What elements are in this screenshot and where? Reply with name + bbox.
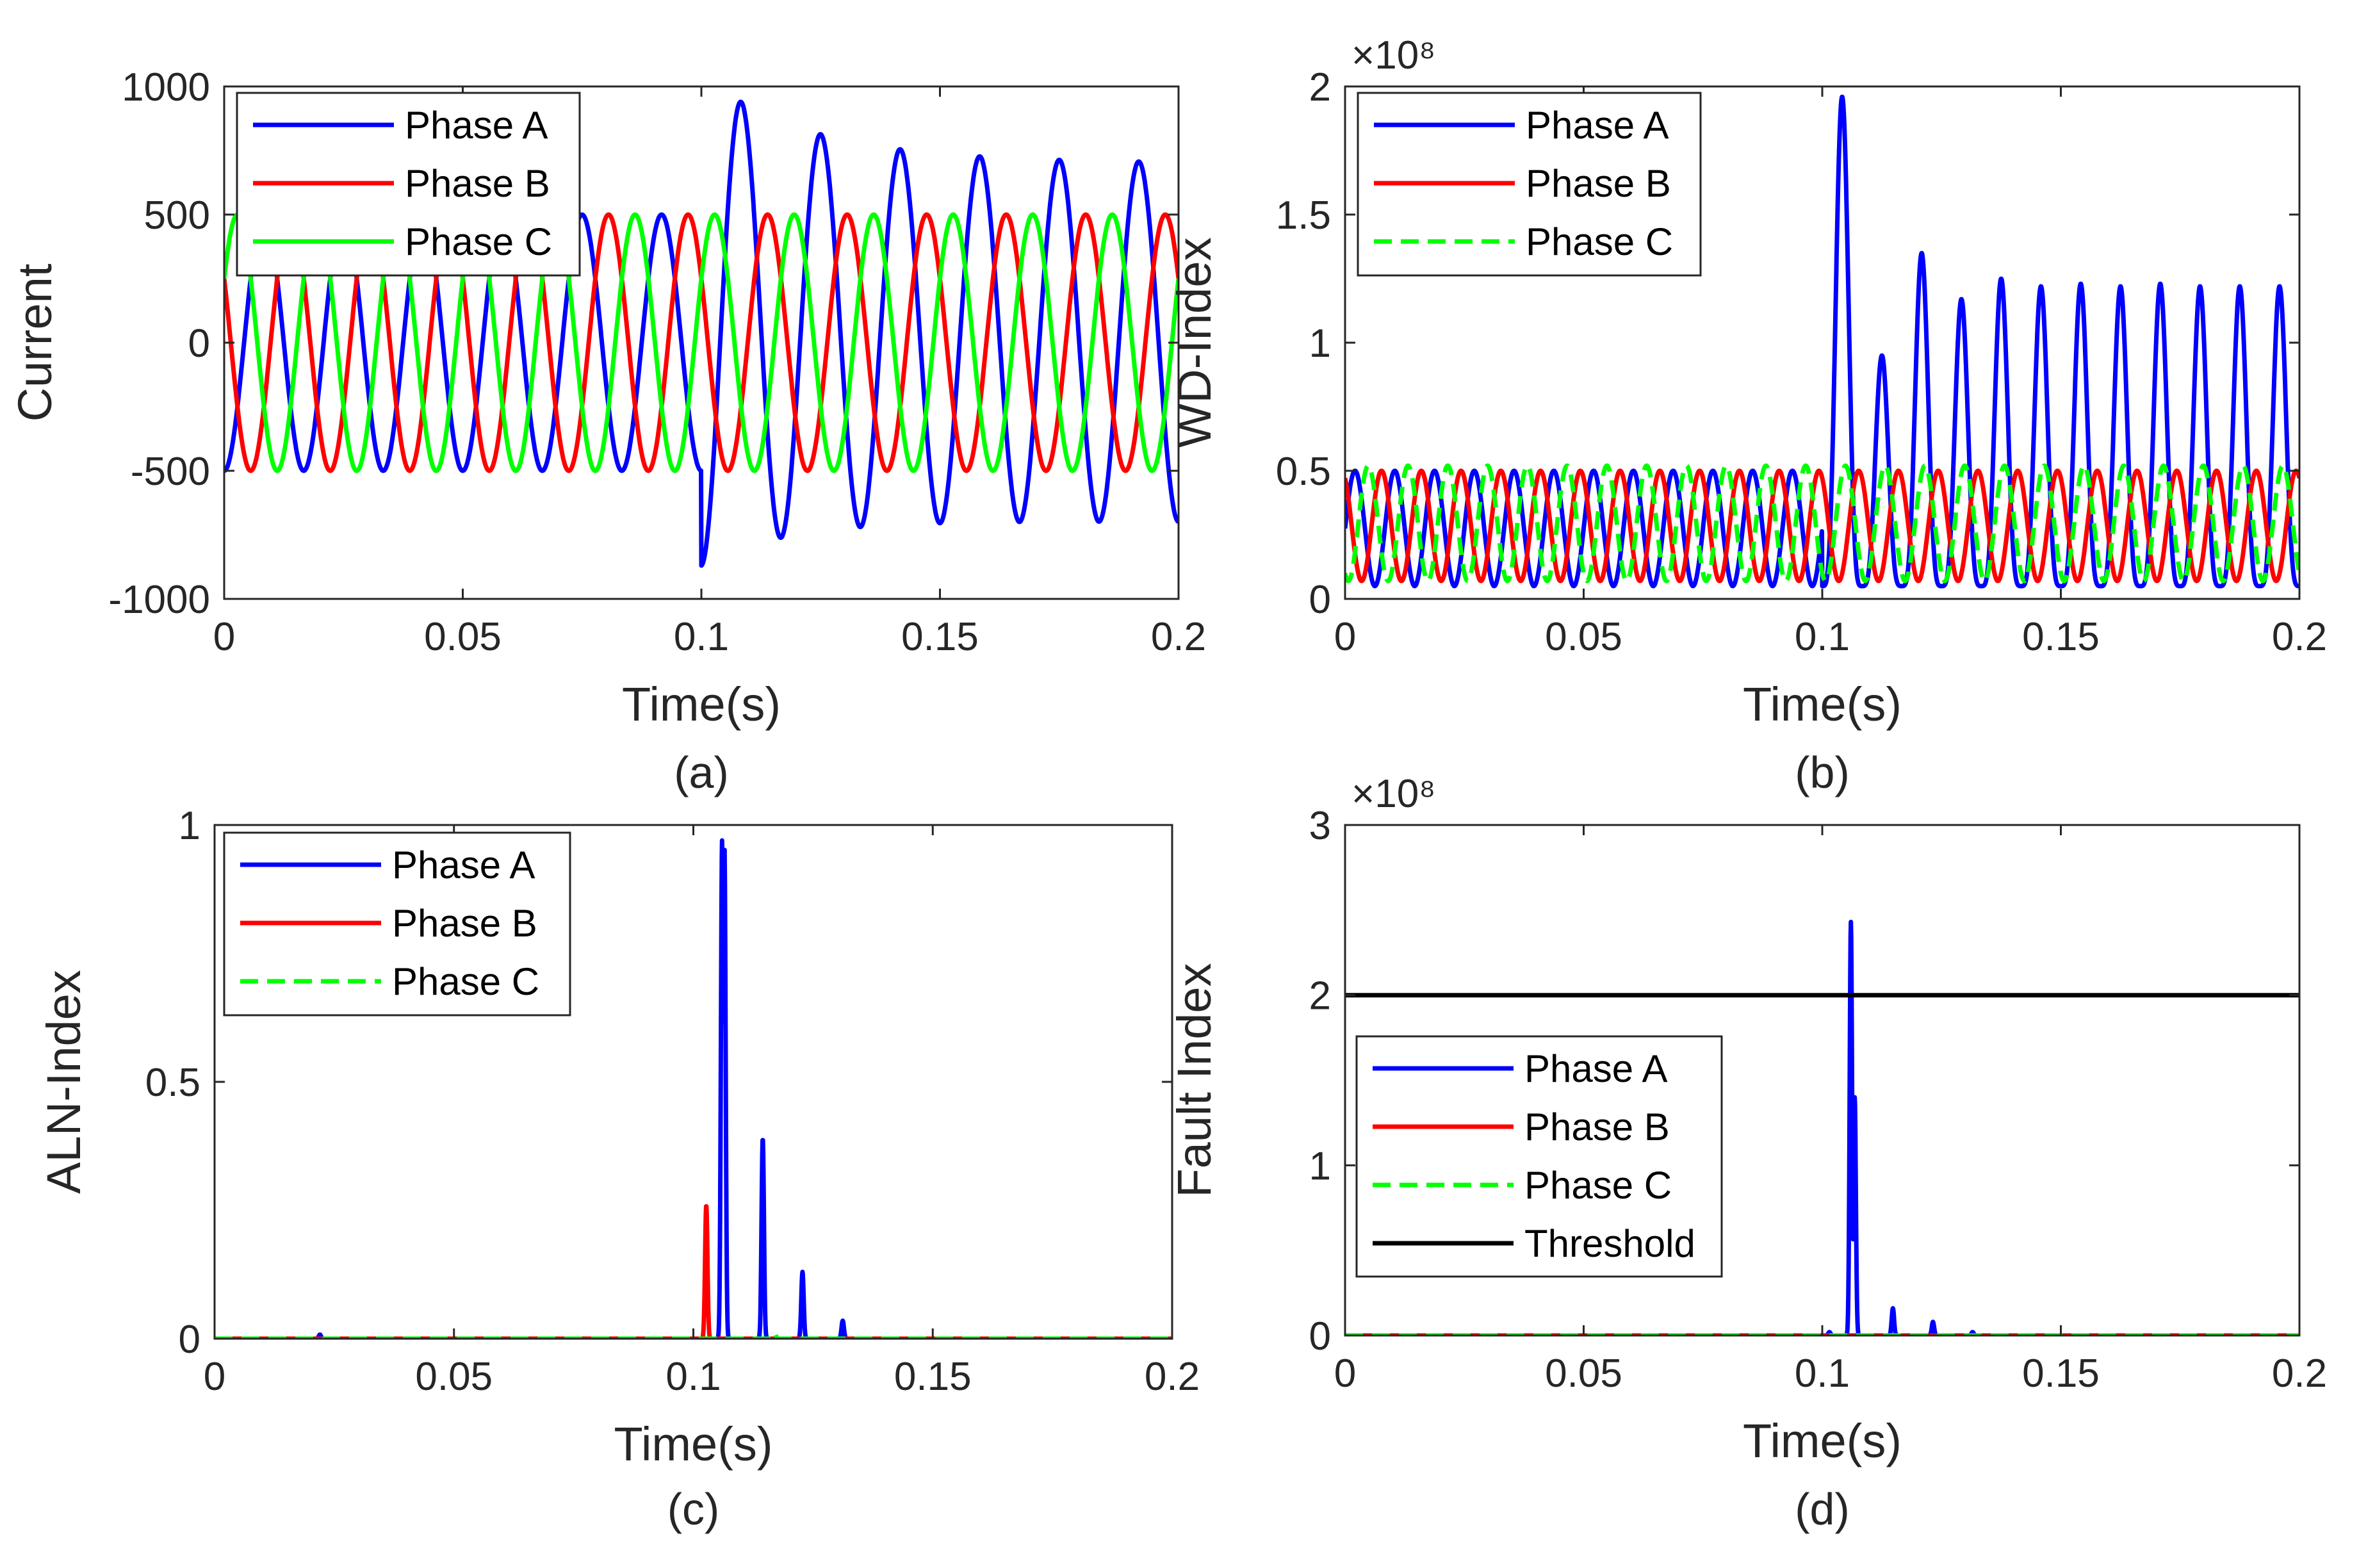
legend-label: Phase A xyxy=(392,844,535,886)
x-tick-label: 0.05 xyxy=(415,1355,493,1399)
legend-label: Phase B xyxy=(1524,1106,1670,1148)
y-tick-label: 2 xyxy=(1309,974,1331,1018)
series-line-phase-a xyxy=(224,99,1179,568)
x-axis-label: Time(s) xyxy=(622,678,781,731)
plot-area-b xyxy=(1345,94,2299,589)
legend: Phase A Phase B Phase C xyxy=(1357,92,1702,277)
axis-exponent: ×10⁸ xyxy=(1351,772,1435,816)
x-tick-label: 0.2 xyxy=(2272,1352,2327,1396)
y-tick-label: 1 xyxy=(179,804,200,848)
x-tick-label: 0.1 xyxy=(665,1355,721,1399)
y-tick-label: 1 xyxy=(1309,322,1331,366)
y-tick-label: 1 xyxy=(1309,1144,1331,1188)
x-tick-label: 0 xyxy=(204,1355,225,1399)
x-tick-label: 0.15 xyxy=(2022,1352,2100,1396)
legend-label: Threshold xyxy=(1524,1222,1695,1265)
plot-area-a xyxy=(224,99,1179,568)
x-axis-label: Time(s) xyxy=(1743,1414,1902,1467)
y-tick-label: 0.5 xyxy=(1276,450,1331,494)
legend-label: Phase A xyxy=(1524,1047,1668,1090)
legend-label: Phase A xyxy=(405,104,548,147)
y-tick-label: 0 xyxy=(179,1318,200,1362)
legend-box xyxy=(1355,1035,1723,1278)
x-tick-label: 0.2 xyxy=(1145,1355,1200,1399)
chart-panel-a: 0 0.05 0.1 0.15 0.2 -1000 -500 0 500 1000 Time(s) C… xyxy=(8,65,1206,797)
x-axis-label: Time(s) xyxy=(614,1417,773,1471)
y-tick-label: 1000 xyxy=(122,65,210,110)
x-tick-label: 0.05 xyxy=(424,615,502,659)
x-tick-label: 0 xyxy=(1334,1352,1356,1396)
x-tick-label: 0.1 xyxy=(674,615,729,659)
plot-area-d xyxy=(1345,919,2299,1335)
legend-label: Phase B xyxy=(1526,162,1671,205)
x-tick-label: 0.05 xyxy=(1545,615,1622,659)
x-tick-label: 0.2 xyxy=(2272,615,2327,659)
chart-panel-d: 0 0.05 0.1 0.15 0.2 0 1 2 3 ×10⁸ Time(s) Fault Inde… xyxy=(1168,772,2327,1534)
legend-label: Phase B xyxy=(405,162,550,205)
y-tick-label: -500 xyxy=(131,450,210,494)
legend-label: Phase C xyxy=(405,220,552,263)
series-line-phase-c xyxy=(1345,463,2299,584)
y-tick-label: 3 xyxy=(1309,804,1331,848)
x-tick-label: 0.15 xyxy=(2022,615,2100,659)
x-tick-label: 0.1 xyxy=(1795,1352,1850,1396)
panel-caption: (c) xyxy=(667,1484,720,1534)
legend: Phase A Phase B Phase C Threshold xyxy=(1355,1035,1723,1278)
x-tick-label: 0 xyxy=(1334,615,1356,659)
series-line-phase-c xyxy=(224,212,1179,473)
x-tick-label: 0.15 xyxy=(901,615,979,659)
y-tick-label: 500 xyxy=(144,193,210,238)
series-line-phase-a xyxy=(1345,94,2299,589)
legend-label: Phase A xyxy=(1526,104,1669,147)
series-line-phase-b xyxy=(215,1204,1172,1339)
x-tick-label: 0.05 xyxy=(1545,1352,1622,1396)
x-tick-label: 0.2 xyxy=(1151,615,1206,659)
panel-caption: (a) xyxy=(674,747,729,797)
legend: Phase A Phase B Phase C xyxy=(236,92,581,277)
y-axis-label: Fault Index xyxy=(1168,963,1221,1197)
y-tick-label: 1.5 xyxy=(1276,193,1331,238)
y-tick-label: -1000 xyxy=(108,578,210,622)
y-tick-label: 0 xyxy=(1309,578,1331,622)
y-tick-label: 2 xyxy=(1309,65,1331,110)
x-tick-label: 0.1 xyxy=(1795,615,1850,659)
legend-label: Phase C xyxy=(1524,1164,1672,1207)
y-tick-label: 0 xyxy=(1309,1314,1331,1359)
y-axis-label: WD-Index xyxy=(1168,238,1221,448)
x-axis-label: Time(s) xyxy=(1743,678,1902,731)
y-axis-label: ALN-Index xyxy=(37,970,90,1194)
legend-label: Phase C xyxy=(1526,220,1673,263)
panel-caption: (b) xyxy=(1795,747,1850,797)
legend-label: Phase C xyxy=(392,960,539,1003)
y-axis-label: Current xyxy=(8,263,61,421)
chart-panel-c: 0 0.05 0.1 0.15 0.2 0 0.5 1 Time(s) ALN-Index (c) P… xyxy=(37,804,1200,1534)
legend: Phase A Phase B Phase C xyxy=(223,831,571,1017)
panel-caption: (d) xyxy=(1795,1484,1850,1534)
axis-exponent: ×10⁸ xyxy=(1351,33,1435,78)
series-line-phase-b xyxy=(1345,468,2299,584)
x-tick-label: 0.15 xyxy=(894,1355,972,1399)
y-tick-label: 0.5 xyxy=(145,1061,200,1105)
chart-panel-b: 0 0.05 0.1 0.15 0.2 0 0.5 1 1.5 2 ×10⁸ Time(s) WD-In… xyxy=(1168,33,2327,797)
y-tick-label: 0 xyxy=(188,322,210,366)
legend-label: Phase B xyxy=(392,902,537,945)
x-tick-label: 0 xyxy=(213,615,235,659)
